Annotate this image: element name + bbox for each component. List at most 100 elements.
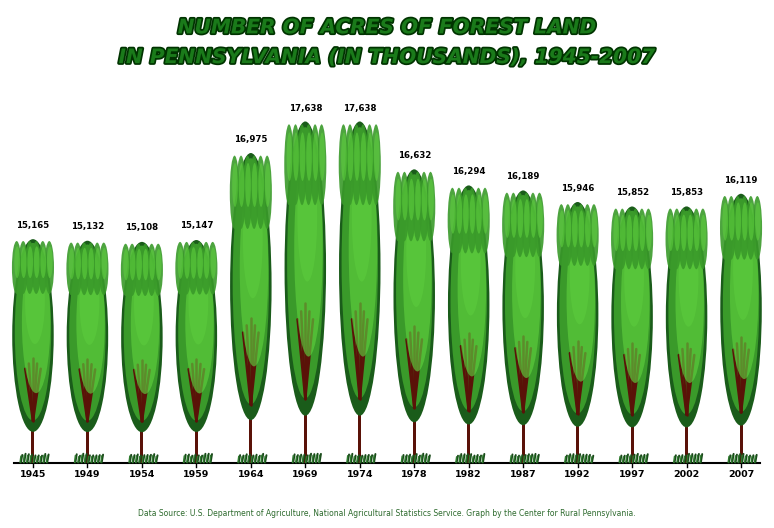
Ellipse shape bbox=[372, 125, 381, 205]
Bar bbox=[413, 341, 416, 463]
Ellipse shape bbox=[12, 239, 53, 432]
Ellipse shape bbox=[147, 244, 156, 296]
Text: 16,294: 16,294 bbox=[452, 167, 485, 176]
Ellipse shape bbox=[77, 253, 104, 393]
Ellipse shape bbox=[403, 185, 432, 371]
Text: 15,108: 15,108 bbox=[125, 223, 159, 232]
Ellipse shape bbox=[698, 209, 707, 269]
Ellipse shape bbox=[512, 205, 540, 378]
Ellipse shape bbox=[480, 188, 490, 253]
Ellipse shape bbox=[34, 247, 39, 278]
Ellipse shape bbox=[236, 156, 246, 229]
Ellipse shape bbox=[40, 247, 46, 278]
Ellipse shape bbox=[666, 209, 675, 269]
Ellipse shape bbox=[393, 169, 435, 422]
Text: NUMBER OF ACRES OF FOREST LAND: NUMBER OF ACRES OF FOREST LAND bbox=[178, 18, 596, 37]
Ellipse shape bbox=[535, 193, 544, 257]
Ellipse shape bbox=[572, 210, 577, 248]
Ellipse shape bbox=[345, 125, 354, 205]
Text: 16,632: 16,632 bbox=[398, 152, 431, 161]
Ellipse shape bbox=[45, 241, 54, 294]
Ellipse shape bbox=[319, 133, 325, 181]
Ellipse shape bbox=[454, 188, 464, 253]
Ellipse shape bbox=[317, 125, 327, 205]
Ellipse shape bbox=[570, 225, 590, 324]
Ellipse shape bbox=[396, 179, 401, 220]
Ellipse shape bbox=[124, 246, 160, 421]
Ellipse shape bbox=[122, 242, 163, 432]
Ellipse shape bbox=[518, 199, 523, 238]
Ellipse shape bbox=[399, 172, 409, 241]
Bar bbox=[576, 354, 579, 463]
Ellipse shape bbox=[618, 209, 627, 269]
Ellipse shape bbox=[681, 215, 687, 251]
Bar bbox=[303, 320, 307, 463]
Ellipse shape bbox=[284, 125, 294, 205]
Text: 1969: 1969 bbox=[292, 470, 319, 479]
Ellipse shape bbox=[176, 240, 217, 432]
Ellipse shape bbox=[230, 156, 239, 229]
Ellipse shape bbox=[178, 244, 214, 421]
Ellipse shape bbox=[156, 249, 162, 280]
Ellipse shape bbox=[614, 211, 650, 414]
Ellipse shape bbox=[483, 194, 488, 234]
Text: 1997: 1997 bbox=[619, 470, 646, 479]
Ellipse shape bbox=[447, 188, 457, 253]
Ellipse shape bbox=[467, 188, 477, 253]
Ellipse shape bbox=[25, 259, 45, 344]
Ellipse shape bbox=[591, 210, 598, 248]
Ellipse shape bbox=[361, 133, 366, 181]
Bar bbox=[140, 371, 143, 463]
Ellipse shape bbox=[450, 194, 456, 234]
Ellipse shape bbox=[637, 209, 646, 269]
Ellipse shape bbox=[668, 215, 673, 251]
Ellipse shape bbox=[367, 133, 373, 181]
Ellipse shape bbox=[570, 204, 579, 266]
Ellipse shape bbox=[297, 125, 307, 205]
Ellipse shape bbox=[80, 260, 99, 345]
Text: 1974: 1974 bbox=[347, 470, 373, 479]
Ellipse shape bbox=[406, 195, 426, 307]
Ellipse shape bbox=[349, 140, 377, 356]
Ellipse shape bbox=[409, 179, 414, 220]
Ellipse shape bbox=[585, 210, 591, 248]
Ellipse shape bbox=[621, 221, 649, 383]
Ellipse shape bbox=[687, 215, 694, 251]
Ellipse shape bbox=[402, 179, 408, 220]
Bar bbox=[739, 351, 742, 463]
Ellipse shape bbox=[287, 127, 324, 399]
Ellipse shape bbox=[358, 125, 368, 205]
Ellipse shape bbox=[188, 260, 208, 344]
Ellipse shape bbox=[515, 193, 525, 257]
Ellipse shape bbox=[450, 190, 487, 410]
Ellipse shape bbox=[729, 202, 735, 241]
Ellipse shape bbox=[14, 247, 20, 278]
Ellipse shape bbox=[576, 204, 586, 266]
Ellipse shape bbox=[259, 163, 264, 207]
Text: 1982: 1982 bbox=[455, 470, 482, 479]
Ellipse shape bbox=[297, 152, 317, 281]
Text: 15,852: 15,852 bbox=[615, 188, 649, 197]
Text: 1954: 1954 bbox=[128, 470, 155, 479]
Ellipse shape bbox=[204, 247, 210, 279]
Ellipse shape bbox=[639, 215, 646, 251]
Ellipse shape bbox=[646, 215, 652, 251]
Ellipse shape bbox=[176, 242, 185, 295]
Ellipse shape bbox=[563, 204, 573, 266]
Ellipse shape bbox=[67, 242, 76, 295]
Ellipse shape bbox=[240, 170, 269, 366]
Ellipse shape bbox=[184, 247, 190, 279]
Ellipse shape bbox=[238, 163, 245, 207]
Ellipse shape bbox=[620, 215, 625, 251]
Ellipse shape bbox=[15, 243, 51, 420]
Ellipse shape bbox=[285, 121, 326, 416]
Ellipse shape bbox=[75, 248, 81, 279]
Ellipse shape bbox=[502, 191, 544, 425]
Ellipse shape bbox=[185, 252, 214, 393]
Ellipse shape bbox=[178, 247, 183, 279]
Text: 16,119: 16,119 bbox=[724, 175, 758, 184]
Ellipse shape bbox=[22, 251, 50, 393]
Ellipse shape bbox=[393, 172, 402, 241]
Text: 15,147: 15,147 bbox=[180, 221, 213, 230]
Ellipse shape bbox=[666, 206, 707, 427]
